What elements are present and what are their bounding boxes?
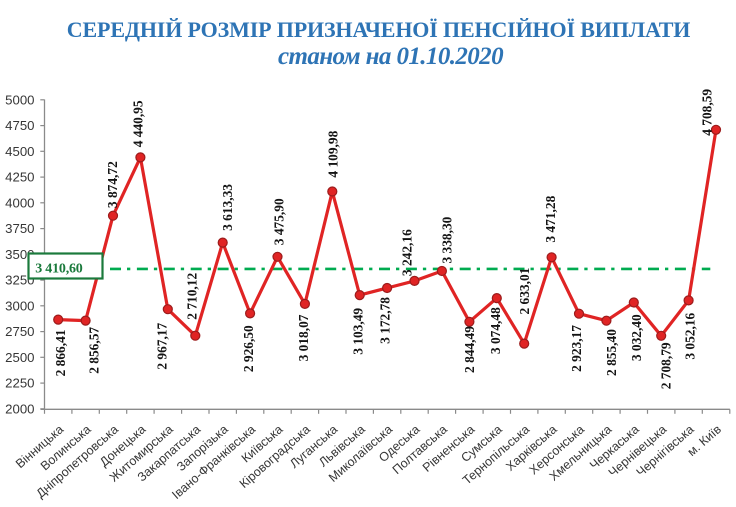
svg-text:3 613,33: 3 613,33	[220, 184, 235, 231]
svg-text:4750: 4750	[5, 118, 34, 133]
svg-text:2 856,57: 2 856,57	[87, 327, 102, 374]
svg-text:3250: 3250	[5, 273, 34, 288]
svg-text:2500: 2500	[5, 350, 34, 365]
svg-text:3 052,16: 3 052,16	[682, 313, 697, 360]
svg-text:3500: 3500	[5, 247, 34, 262]
svg-text:3 172,78: 3 172,78	[377, 297, 392, 344]
svg-text:2 926,50: 2 926,50	[241, 325, 256, 372]
svg-text:3 338,30: 3 338,30	[440, 216, 455, 263]
svg-text:4500: 4500	[5, 144, 34, 159]
svg-text:4000: 4000	[5, 195, 34, 210]
svg-text:2 633,01: 2 633,01	[517, 268, 532, 315]
svg-text:2 967,17: 2 967,17	[155, 323, 170, 370]
svg-text:2750: 2750	[5, 324, 34, 339]
svg-text:4 708,59: 4 708,59	[700, 89, 715, 136]
svg-text:4 109,98: 4 109,98	[326, 130, 341, 177]
svg-text:2250: 2250	[5, 376, 34, 391]
svg-text:3 242,16: 3 242,16	[399, 229, 414, 276]
svg-text:3 471,28: 3 471,28	[543, 195, 558, 242]
svg-text:4250: 4250	[5, 170, 34, 185]
svg-text:3 410,60: 3 410,60	[35, 262, 83, 277]
svg-text:3000: 3000	[5, 298, 34, 313]
svg-text:3750: 3750	[5, 221, 34, 236]
svg-text:3 074,48: 3 074,48	[488, 307, 503, 354]
svg-text:3 874,72: 3 874,72	[105, 161, 120, 208]
svg-text:2 844,49: 2 844,49	[462, 326, 477, 373]
svg-text:3 103,49: 3 103,49	[351, 308, 366, 355]
svg-text:2 710,12: 2 710,12	[185, 273, 200, 320]
svg-text:5000: 5000	[5, 92, 34, 107]
svg-text:2 923,17: 2 923,17	[569, 325, 584, 372]
svg-text:3 018,07: 3 018,07	[296, 314, 311, 361]
svg-text:3 475,90: 3 475,90	[271, 198, 286, 245]
svg-text:2 866,41: 2 866,41	[53, 330, 68, 377]
svg-text:4 440,95: 4 440,95	[131, 100, 146, 147]
svg-text:2 708,79: 2 708,79	[659, 342, 674, 389]
svg-text:2 855,40: 2 855,40	[604, 329, 619, 376]
svg-text:3 032,40: 3 032,40	[629, 314, 644, 361]
svg-text:2000: 2000	[5, 401, 34, 416]
